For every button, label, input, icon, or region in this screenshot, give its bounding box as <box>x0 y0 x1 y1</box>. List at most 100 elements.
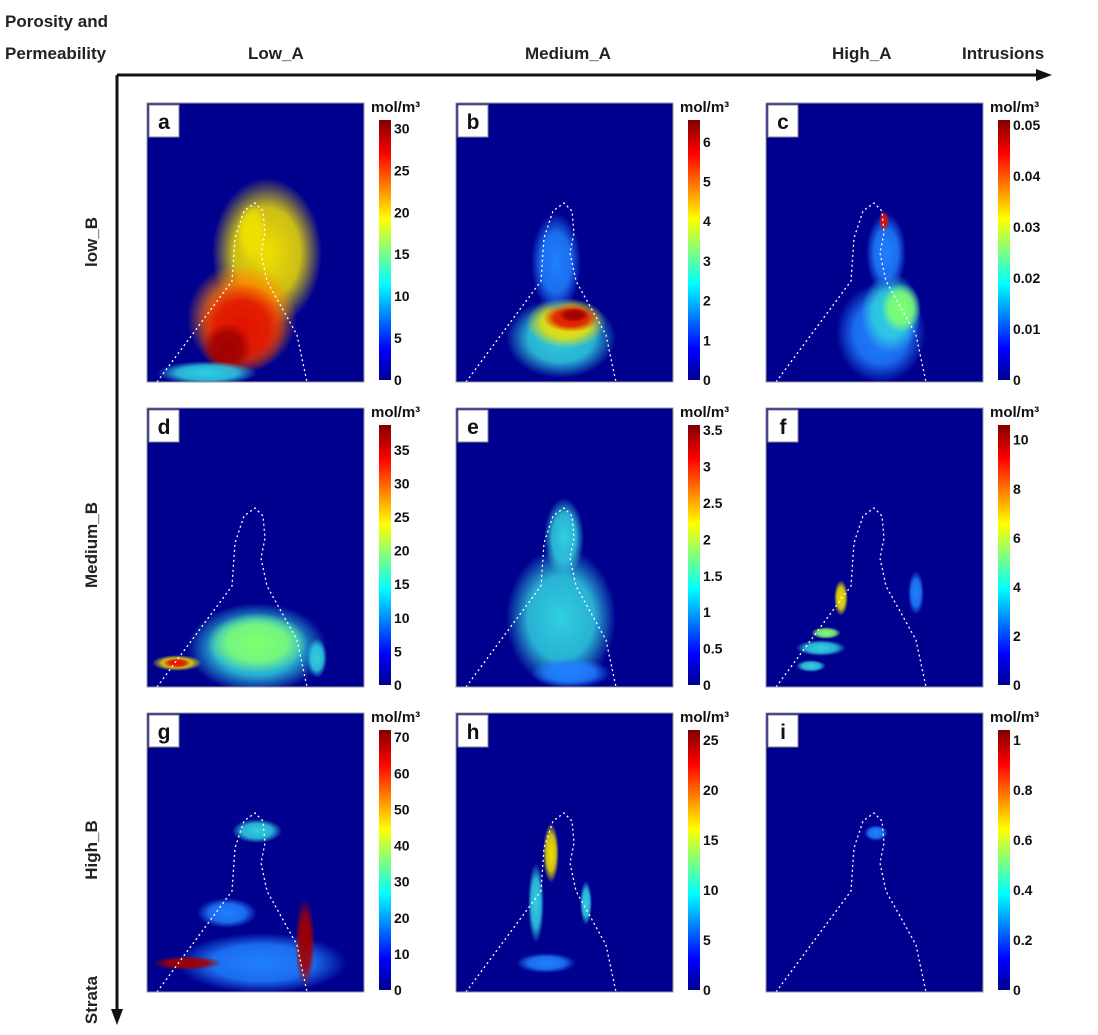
concentration-field <box>506 498 616 687</box>
panel-letter-box <box>457 714 489 748</box>
concentration-blob <box>866 213 906 293</box>
colorbar-tick-label: 6 <box>703 134 711 150</box>
panel-border <box>455 407 674 688</box>
panel-letter: a <box>158 111 170 134</box>
colorbar-tick-label: 40 <box>394 838 410 854</box>
concentration-blob <box>580 881 592 925</box>
colorbar-unit-label: mol/m³ <box>680 99 729 116</box>
concentration-field <box>836 211 926 382</box>
concentration-blob <box>506 548 616 687</box>
heatmap-panel-h: h mol/m³ 0 5 10 15 20 25 <box>455 709 729 998</box>
colorbar-tick-label: 6 <box>1013 530 1021 546</box>
panel-letter-box <box>457 409 489 443</box>
colorbar-tick-label: 10 <box>703 882 719 898</box>
colorbar-tick-label: 0 <box>394 677 402 693</box>
heatmap-panel-g: g mol/m³ 0 10 20 30 40 50 60 70 <box>146 709 420 998</box>
concentration-blob <box>864 825 888 841</box>
concentration-blob <box>157 361 257 382</box>
panel-letter: d <box>158 416 171 439</box>
panel-border <box>765 712 984 993</box>
panel-letter-box <box>148 714 180 748</box>
concentration-field <box>506 213 616 378</box>
colorbar-unit-label: mol/m³ <box>680 404 729 421</box>
colorbar-tick-label: 0 <box>703 372 711 388</box>
panel-letter-box <box>148 409 180 443</box>
x-axis-label: Intrusions <box>962 44 1045 63</box>
concentration-blob <box>796 660 826 672</box>
panel-letter-box <box>767 714 799 748</box>
x-axis-arrowhead <box>1036 69 1052 81</box>
concentration-blob <box>879 211 889 231</box>
colorbar-tick-label: 30 <box>394 874 410 890</box>
colorbar-tick-label: 0 <box>703 982 711 998</box>
corner-label-line1: Porosity and <box>5 12 108 31</box>
colorbar-tick-label: 0.5 <box>703 641 723 657</box>
heatmap-background <box>766 713 983 992</box>
heatmap-panel-e: e mol/m³ 0 0.5 1 1.5 2 2.5 3 3.5 <box>455 404 729 693</box>
concentration-blob <box>531 658 611 687</box>
row-label-medium-b: Medium_B <box>82 502 101 588</box>
colorbar-tick-label: 15 <box>703 832 719 848</box>
colorbar-unit-label: mol/m³ <box>990 404 1039 421</box>
panel-letter-box <box>148 104 180 138</box>
colorbar-unit-label: mol/m³ <box>990 99 1039 116</box>
colorbar-tick-label: 10 <box>394 946 410 962</box>
corner-label-line2: Permeability <box>5 44 107 63</box>
concentration-blob <box>237 203 267 263</box>
concentration-blob <box>152 956 222 970</box>
colorbar-tick-label: 20 <box>703 782 719 798</box>
colorbar-tick-label: 2.5 <box>703 495 723 511</box>
colorbar-tick-label: 70 <box>394 729 410 745</box>
colorbar-tick-label: 2 <box>703 531 711 547</box>
panel-letter-box <box>457 104 489 138</box>
colorbar-unit-label: mol/m³ <box>371 99 420 116</box>
colorbar-tick-label: 60 <box>394 765 410 781</box>
colorbar-tick-label: 4 <box>1013 579 1021 595</box>
panel-letter: b <box>467 111 480 134</box>
concentration-blob <box>202 323 252 373</box>
panel-border <box>146 407 365 688</box>
colorbar-tick-label: 0 <box>703 677 711 693</box>
column-label-medium-a: Medium_A <box>525 44 611 63</box>
panel-border <box>455 102 674 383</box>
heatmap-panel-c: c mol/m³ 0 0.01 0.02 0.03 0.04 0.05 <box>765 99 1040 388</box>
colorbar <box>688 425 700 685</box>
panel-border <box>146 712 365 993</box>
colorbar-tick-label: 1 <box>703 332 711 348</box>
colorbar-tick-label: 1 <box>1013 732 1021 748</box>
concentration-blob <box>559 308 589 322</box>
colorbar-tick-label: 10 <box>394 288 410 304</box>
colorbar-tick-label: 0.03 <box>1013 219 1040 235</box>
heatmap-panel-f: f mol/m³ 0 2 4 6 8 10 <box>765 404 1039 693</box>
concentration-blob <box>543 823 559 883</box>
concentration-blob <box>908 571 924 615</box>
colorbar-tick-label: 5 <box>394 643 402 659</box>
panel-letter: e <box>467 416 479 439</box>
y-axis-label: Strata <box>82 975 101 1025</box>
colorbar-tick-label: 35 <box>394 442 410 458</box>
colorbar-unit-label: mol/m³ <box>680 709 729 726</box>
colorbar-tick-label: 3.5 <box>703 422 723 438</box>
panel-letter: h <box>467 721 480 744</box>
heatmap-panel-a: a mol/m³ 0 5 10 15 20 25 30 <box>146 99 420 388</box>
colorbar-tick-label: 2 <box>703 293 711 309</box>
colorbar-tick-label: 15 <box>394 246 410 262</box>
colorbar-tick-label: 5 <box>703 932 711 948</box>
column-label-high-a: High_A <box>832 44 892 63</box>
heatmap-background <box>766 408 983 687</box>
colorbar <box>998 120 1010 380</box>
panel-border <box>765 102 984 383</box>
colorbar <box>998 730 1010 990</box>
concentration-blob <box>232 819 282 843</box>
colorbar-tick-label: 30 <box>394 120 410 136</box>
concentration-blob <box>544 498 584 578</box>
colorbar-tick-label: 3 <box>703 253 711 269</box>
heatmap-background <box>456 713 673 992</box>
colorbar-tick-label: 20 <box>394 204 410 220</box>
colorbar <box>688 120 700 380</box>
colorbar-tick-label: 0 <box>1013 677 1021 693</box>
colorbar-tick-label: 25 <box>703 732 719 748</box>
colorbar-tick-label: 0 <box>1013 982 1021 998</box>
heatmap-panel-b: b mol/m³ 0 1 2 3 4 5 6 <box>455 99 729 388</box>
